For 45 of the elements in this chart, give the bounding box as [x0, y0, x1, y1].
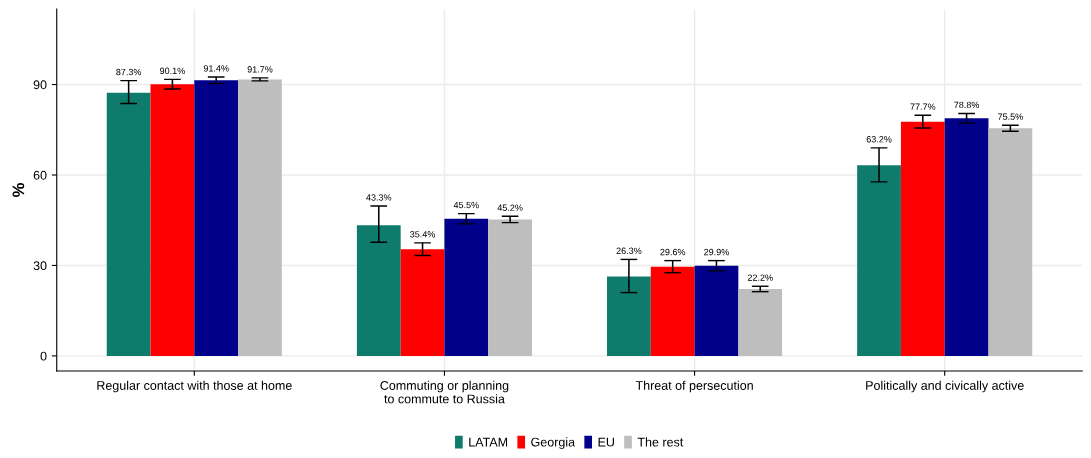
data-label: 87.3%	[116, 68, 142, 76]
data-label: 45.2%	[497, 204, 523, 211]
bar	[444, 218, 489, 356]
bar	[150, 84, 195, 356]
bar	[194, 80, 239, 356]
data-label: 78.8%	[954, 101, 980, 109]
data-label: 63.2%	[866, 136, 892, 143]
y-axis-title: %	[12, 183, 25, 198]
bar	[988, 128, 1033, 356]
legend-label: The rest	[637, 437, 684, 447]
y-tick-label: 90	[33, 80, 47, 90]
bar	[694, 265, 739, 356]
y-tick-label: 60	[33, 170, 47, 180]
legend-label: EU	[598, 437, 614, 447]
data-label: 43.3%	[366, 194, 392, 201]
data-label: 22.2%	[747, 274, 773, 281]
legend-label: LATAM	[469, 437, 508, 447]
bar	[857, 165, 901, 356]
bar	[738, 288, 783, 356]
x-tick-label: Politically and civically active	[866, 380, 1024, 393]
data-label: 45.5%	[453, 201, 479, 209]
y-tick-label: 0	[40, 351, 47, 361]
y-tick-label: 30	[33, 261, 47, 271]
data-label: 29.6%	[660, 248, 686, 256]
data-label: 91.7%	[247, 66, 273, 73]
data-label: 77.7%	[910, 103, 936, 110]
x-tick-label: Threat of persecution	[635, 380, 753, 393]
bar	[607, 276, 651, 356]
data-label: 75.5%	[998, 113, 1023, 120]
bar	[238, 79, 282, 356]
x-tick-label: Commuting or planning to commute to Russia	[380, 380, 509, 404]
data-label: 35.4%	[410, 231, 436, 238]
legend-label: Georgia	[531, 437, 576, 449]
data-label: 29.9%	[704, 248, 729, 256]
bar	[356, 225, 401, 356]
bar	[650, 266, 695, 356]
data-label: 91.4%	[203, 65, 229, 72]
bar	[900, 121, 945, 356]
data-label: 90.1%	[160, 67, 185, 75]
bar	[944, 118, 989, 356]
bar	[400, 249, 445, 356]
data-label: 26.3%	[616, 247, 642, 255]
bar	[106, 92, 151, 356]
bar	[488, 219, 532, 356]
x-tick-label: Regular contact with those at home	[97, 380, 292, 393]
